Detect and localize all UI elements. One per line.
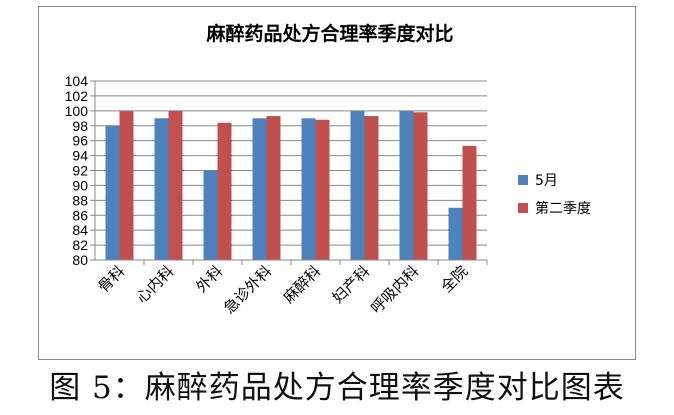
bar-series2	[364, 116, 379, 260]
bar-series2	[168, 110, 183, 260]
legend-swatch	[518, 203, 528, 213]
bar-series2	[217, 122, 232, 261]
legend-label: 5月	[535, 173, 558, 189]
figure-caption: 图 5：麻醉药品处方合理率季度对比图表	[49, 370, 625, 406]
y-tick-label: 88	[72, 192, 88, 208]
x-tick-label: 外科	[192, 262, 226, 296]
bar-series1	[154, 118, 169, 261]
bar-series1	[252, 118, 267, 261]
x-tick-label: 呼吸内科	[367, 262, 422, 317]
y-tick-label: 92	[72, 163, 88, 179]
x-tick-label: 妇产科	[329, 262, 374, 307]
bar-chart: 麻醉药品处方合理率季度对比 80828486889092949698100102…	[65, 22, 591, 317]
y-tick-label: 90	[72, 177, 88, 193]
y-tick-label: 86	[72, 207, 88, 223]
bar-series1	[301, 118, 316, 261]
y-tick-label: 98	[72, 118, 88, 134]
bar-series1	[448, 207, 463, 260]
x-tick-label: 心内科	[133, 262, 178, 307]
y-tick-label: 100	[65, 103, 89, 119]
y-tick-label: 80	[72, 252, 88, 268]
bar-series2	[315, 119, 330, 261]
bar-series2	[119, 110, 134, 260]
y-tick-label: 84	[72, 222, 88, 238]
bar-series2	[266, 116, 281, 260]
x-tick-label: 急诊外科	[220, 262, 275, 317]
bars	[105, 110, 477, 261]
x-tick-label: 骨科	[94, 262, 128, 296]
y-tick-label: 96	[72, 133, 88, 149]
x-tick-label: 全院	[437, 262, 471, 296]
x-tick-label: 麻醉科	[280, 262, 325, 307]
y-tick-label: 82	[72, 237, 88, 253]
chart-title: 麻醉药品处方合理率季度对比	[205, 22, 453, 45]
bar-series2	[462, 145, 477, 260]
bar-series2	[413, 112, 428, 260]
bar-series1	[203, 170, 218, 260]
bar-series1	[105, 125, 120, 260]
bar-series1	[350, 110, 365, 260]
legend-swatch	[518, 175, 528, 185]
bar-series1	[399, 110, 414, 260]
legend-label: 第二季度	[535, 200, 591, 217]
gridlines	[95, 80, 487, 246]
y-tick-label: 102	[65, 88, 89, 104]
y-tick-label: 104	[65, 73, 89, 89]
y-tick-label: 94	[72, 148, 88, 164]
chart-frame	[38, 6, 636, 360]
